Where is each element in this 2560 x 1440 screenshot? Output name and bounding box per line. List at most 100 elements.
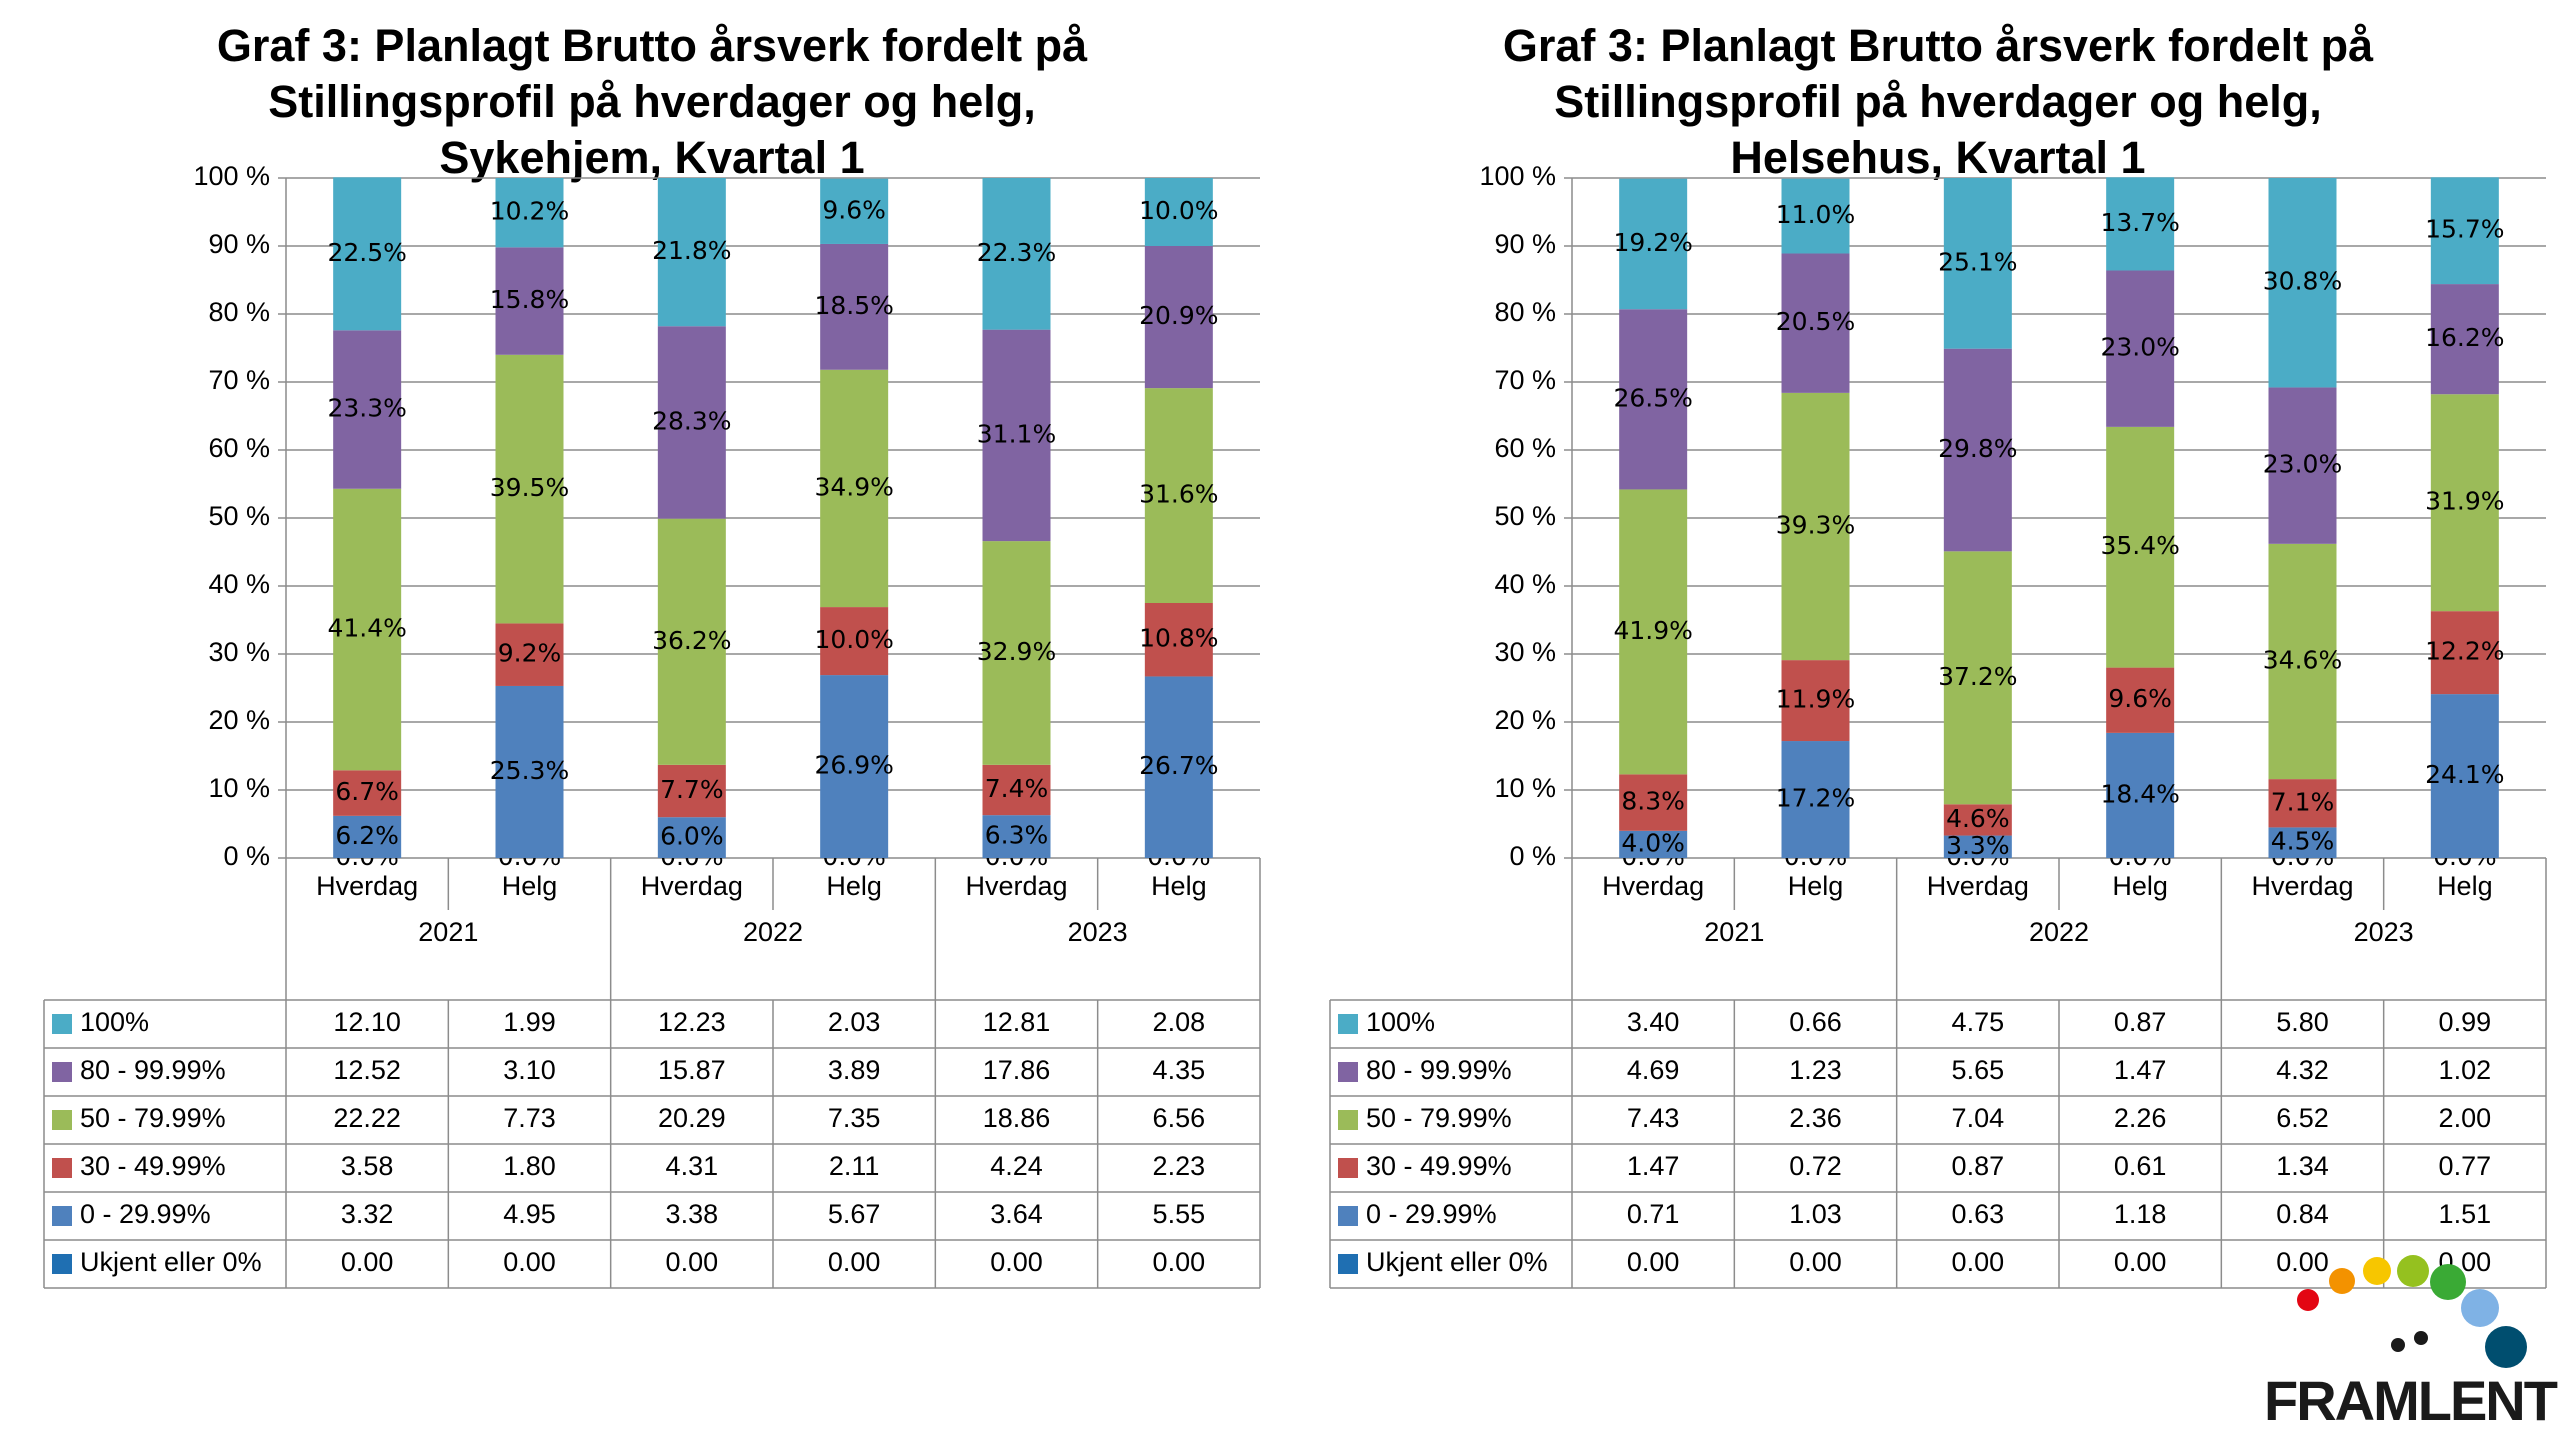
- table-cell: 17.86: [983, 1055, 1051, 1085]
- table-cell: 3.40: [1627, 1007, 1680, 1037]
- table-cell: 1.02: [2439, 1055, 2492, 1085]
- data-label: 4.0%: [1621, 828, 1685, 857]
- table-cell: 2.36: [1789, 1103, 1842, 1133]
- bar-segment: [2430, 284, 2499, 395]
- table-cell: 0.99: [2439, 1007, 2492, 1037]
- bar-segment: [982, 764, 1051, 816]
- y-tick-label: 60 %: [1494, 433, 1556, 463]
- y-tick-label: 20 %: [1494, 705, 1556, 735]
- table-cell: 3.89: [828, 1055, 881, 1085]
- y-tick-label: 40 %: [1494, 569, 1556, 599]
- data-label: 32.9%: [977, 637, 1056, 666]
- data-label: 16.2%: [2425, 323, 2504, 352]
- bar-segment: [657, 326, 726, 519]
- table-cell: 0.00: [1153, 1247, 1206, 1277]
- bar-segment: [2268, 387, 2337, 544]
- x-category-label: Helg: [1151, 871, 1207, 901]
- table-cell: 0.00: [1627, 1247, 1680, 1277]
- chart-title-line-1: Graf 3: Planlagt Brutto årsverk fordelt …: [1502, 20, 2374, 71]
- chart-title-line-3: Helsehus, Kvartal 1: [1730, 132, 2146, 183]
- data-label: 23.0%: [2100, 333, 2179, 362]
- table-cell: 4.31: [666, 1151, 719, 1181]
- data-label: 26.5%: [1613, 383, 1692, 412]
- bar-segment: [1781, 178, 1850, 254]
- table-cell: 0.00: [2114, 1247, 2167, 1277]
- table-cell: 20.29: [658, 1103, 726, 1133]
- legend-swatch: [1338, 1014, 1358, 1034]
- data-label: 23.0%: [2263, 450, 2342, 479]
- bar-segment: [2430, 177, 2499, 285]
- data-label: 29.8%: [1938, 434, 2017, 463]
- data-label: 15.8%: [490, 285, 569, 314]
- legend-label: 100%: [80, 1007, 149, 1037]
- data-label: 34.9%: [814, 472, 893, 501]
- bar-segment: [495, 354, 564, 624]
- bar-segment: [657, 518, 726, 765]
- data-label: 20.5%: [1776, 307, 1855, 336]
- x-group-label: 2022: [2029, 917, 2089, 947]
- legend-label: 30 - 49.99%: [1366, 1151, 1512, 1181]
- bar-segment: [2106, 177, 2175, 271]
- table-cell: 0.87: [2114, 1007, 2167, 1037]
- chart-title-line-2: Stillingsprofil på hverdager og helg,: [1554, 76, 2322, 127]
- table-cell: 1.34: [2276, 1151, 2329, 1181]
- legend-swatch: [52, 1110, 72, 1130]
- legend-label: 0 - 29.99%: [1366, 1199, 1497, 1229]
- bar-segment: [2268, 543, 2337, 780]
- table-cell: 6.52: [2276, 1103, 2329, 1133]
- bar-segment: [657, 178, 726, 327]
- y-tick-label: 20 %: [208, 705, 270, 735]
- logo-dot: [2297, 1289, 2319, 1311]
- bar-segment: [982, 815, 1051, 858]
- y-tick-label: 100 %: [1479, 161, 1556, 191]
- x-category-label: Helg: [1788, 871, 1844, 901]
- y-tick-label: 70 %: [208, 365, 270, 395]
- data-label: 25.3%: [490, 756, 569, 785]
- data-label: 25.1%: [1938, 247, 2017, 276]
- chart-panel-helsehus: Graf 3: Planlagt Brutto årsverk fordelt …: [1329, 0, 2560, 1320]
- bar-segment: [1619, 489, 1688, 775]
- data-label: 34.6%: [2263, 645, 2342, 674]
- bar-segment: [495, 178, 564, 248]
- table-cell: 1.99: [503, 1007, 556, 1037]
- y-tick-label: 40 %: [208, 569, 270, 599]
- y-tick-label: 50 %: [208, 501, 270, 531]
- table-cell: 2.08: [1153, 1007, 1206, 1037]
- table-cell: 3.64: [990, 1199, 1043, 1229]
- bar-segment: [2106, 426, 2175, 668]
- y-tick-label: 10 %: [1494, 773, 1556, 803]
- bar-segment: [657, 764, 726, 818]
- table-cell: 1.80: [503, 1151, 556, 1181]
- data-label: 7.4%: [985, 774, 1049, 803]
- data-label: 10.2%: [490, 197, 569, 226]
- table-cell: 3.32: [341, 1199, 394, 1229]
- legend-swatch: [52, 1062, 72, 1082]
- logo-text: FRAMLENT: [2264, 1369, 2558, 1432]
- legend-label: Ukjent eller 0%: [1366, 1247, 1548, 1277]
- legend-label: 80 - 99.99%: [80, 1055, 226, 1085]
- y-tick-label: 60 %: [208, 433, 270, 463]
- bar-segment: [1619, 309, 1688, 490]
- table-cell: 1.47: [2114, 1055, 2167, 1085]
- table-cell: 1.51: [2439, 1199, 2492, 1229]
- logo-dot: [2485, 1326, 2527, 1368]
- data-label: 21.8%: [652, 236, 731, 265]
- x-category-label: Helg: [2112, 871, 2168, 901]
- table-cell: 4.24: [990, 1151, 1043, 1181]
- table-cell: 1.03: [1789, 1199, 1842, 1229]
- legend-swatch: [1338, 1110, 1358, 1130]
- y-tick-label: 90 %: [1494, 229, 1556, 259]
- legend-swatch: [1338, 1062, 1358, 1082]
- x-category-label: Hverdag: [2251, 871, 2353, 901]
- legend-label: 50 - 79.99%: [1366, 1103, 1512, 1133]
- bar-segment: [982, 541, 1051, 765]
- y-tick-label: 70 %: [1494, 365, 1556, 395]
- data-label: 28.3%: [652, 406, 731, 435]
- data-label: 6.7%: [335, 777, 399, 806]
- y-tick-label: 100 %: [193, 161, 270, 191]
- y-tick-label: 0 %: [1509, 841, 1556, 871]
- bar-segment: [495, 685, 564, 858]
- table-cell: 7.43: [1627, 1103, 1680, 1133]
- bar-segment: [2106, 270, 2175, 427]
- chart-title-line-2: Stillingsprofil på hverdager og helg,: [268, 76, 1036, 127]
